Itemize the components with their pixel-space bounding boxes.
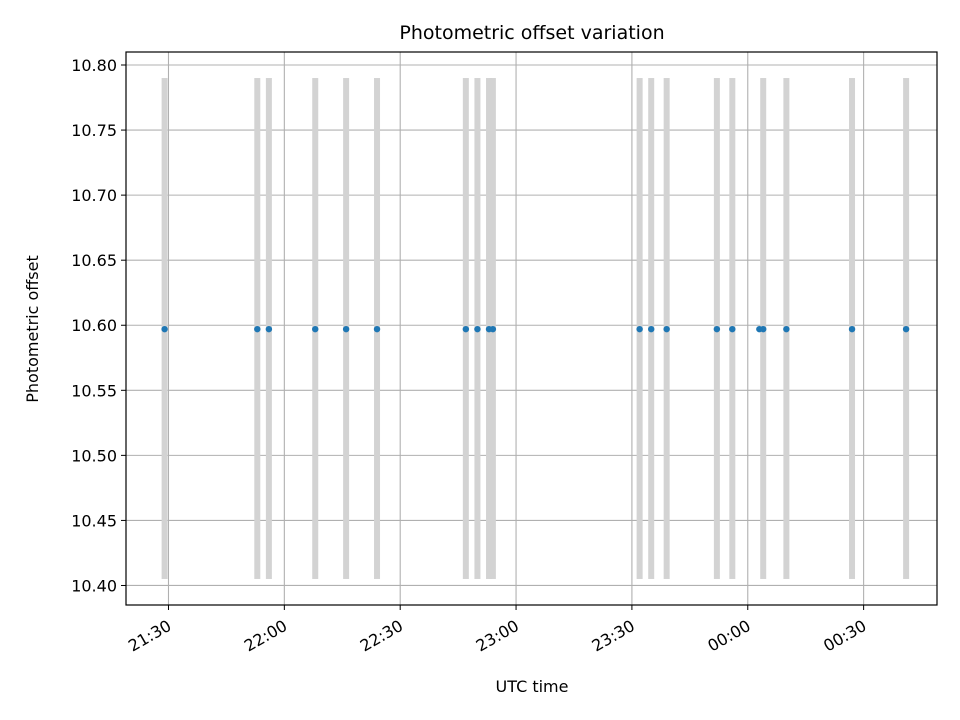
data-point	[161, 325, 168, 333]
data-point	[902, 325, 910, 333]
data-point	[663, 325, 670, 333]
data-point	[783, 325, 790, 333]
data-point	[729, 325, 736, 333]
data-point	[648, 325, 655, 333]
data-point	[489, 325, 497, 333]
y-tick-label: 10.45	[71, 511, 117, 530]
y-tick-label: 10.40	[71, 576, 117, 595]
y-tick-label: 10.60	[71, 316, 117, 335]
data-point	[342, 325, 350, 333]
data-point	[760, 325, 767, 333]
y-tick-label: 10.65	[71, 251, 117, 270]
data-point	[848, 325, 856, 333]
y-axis-ticks: 10.40 10.45 10.50 10.55 10.60 10.65 10.70 10.75…	[71, 56, 126, 595]
grid-lines	[126, 52, 937, 605]
y-tick-label: 10.50	[71, 446, 117, 465]
data-point	[254, 325, 261, 333]
y-tick-label: 10.75	[71, 121, 117, 140]
x-axis-label: UTC time	[496, 677, 569, 696]
y-tick-label: 10.55	[71, 381, 117, 400]
data-point	[373, 325, 381, 333]
y-axis-label: Photometric offset	[23, 255, 42, 403]
data-points	[161, 325, 910, 333]
data-point	[265, 325, 273, 333]
data-point	[713, 325, 721, 333]
data-point	[312, 325, 319, 333]
y-tick-label: 10.70	[71, 186, 117, 205]
y-tick-label: 10.80	[71, 56, 117, 75]
data-point	[474, 325, 481, 333]
plot-area-frame	[125, 51, 938, 606]
data-point	[636, 325, 643, 333]
data-point	[462, 325, 470, 333]
chart-title: Photometric offset variation	[399, 22, 664, 44]
